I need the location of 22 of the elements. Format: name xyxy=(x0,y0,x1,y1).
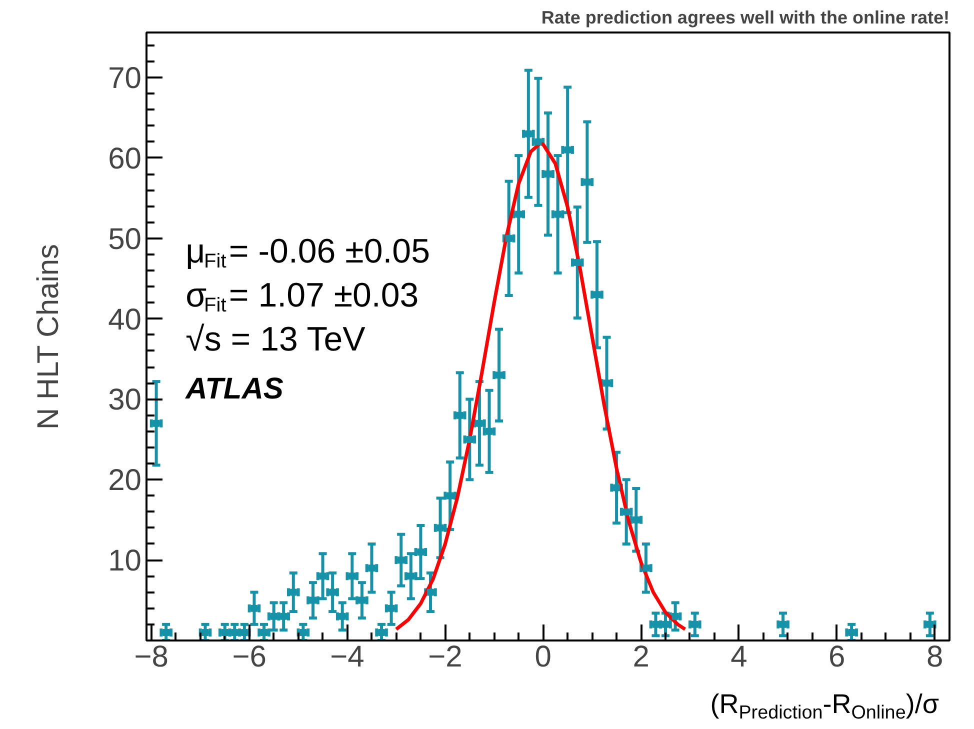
annotation: ATLAS xyxy=(184,372,284,406)
x-tick-label: 8 xyxy=(926,640,944,674)
annotation: √s = 13 TeV xyxy=(186,320,366,359)
x-tick-label: −4 xyxy=(330,640,364,674)
y-axis-title: N HLT Chains xyxy=(32,244,66,430)
x-tick-label: 4 xyxy=(730,640,748,674)
y-tick-label: 60 xyxy=(108,142,142,176)
y-tick-label: 30 xyxy=(108,384,142,417)
x-axis-title: (R$_{Prediction}$-R$_{Online}$)/σ xyxy=(710,689,939,724)
chart-title: Rate prediction agrees well with the online rate! xyxy=(541,8,950,28)
x-tick-label: 0 xyxy=(534,640,552,674)
y-tick-label: 40 xyxy=(108,303,142,336)
x-tick-label: −2 xyxy=(428,640,462,674)
x-tick-label: −6 xyxy=(232,640,266,674)
x-tick-label: −8 xyxy=(134,640,169,674)
y-tick-label: 70 xyxy=(108,62,142,96)
y-tick-label: 50 xyxy=(108,222,142,256)
y-tick-label: 20 xyxy=(108,464,142,498)
x-tick-label: 2 xyxy=(632,640,650,674)
point xyxy=(574,259,581,266)
y-tick-label: 10 xyxy=(108,544,142,578)
x-tick-label: 6 xyxy=(828,640,846,674)
